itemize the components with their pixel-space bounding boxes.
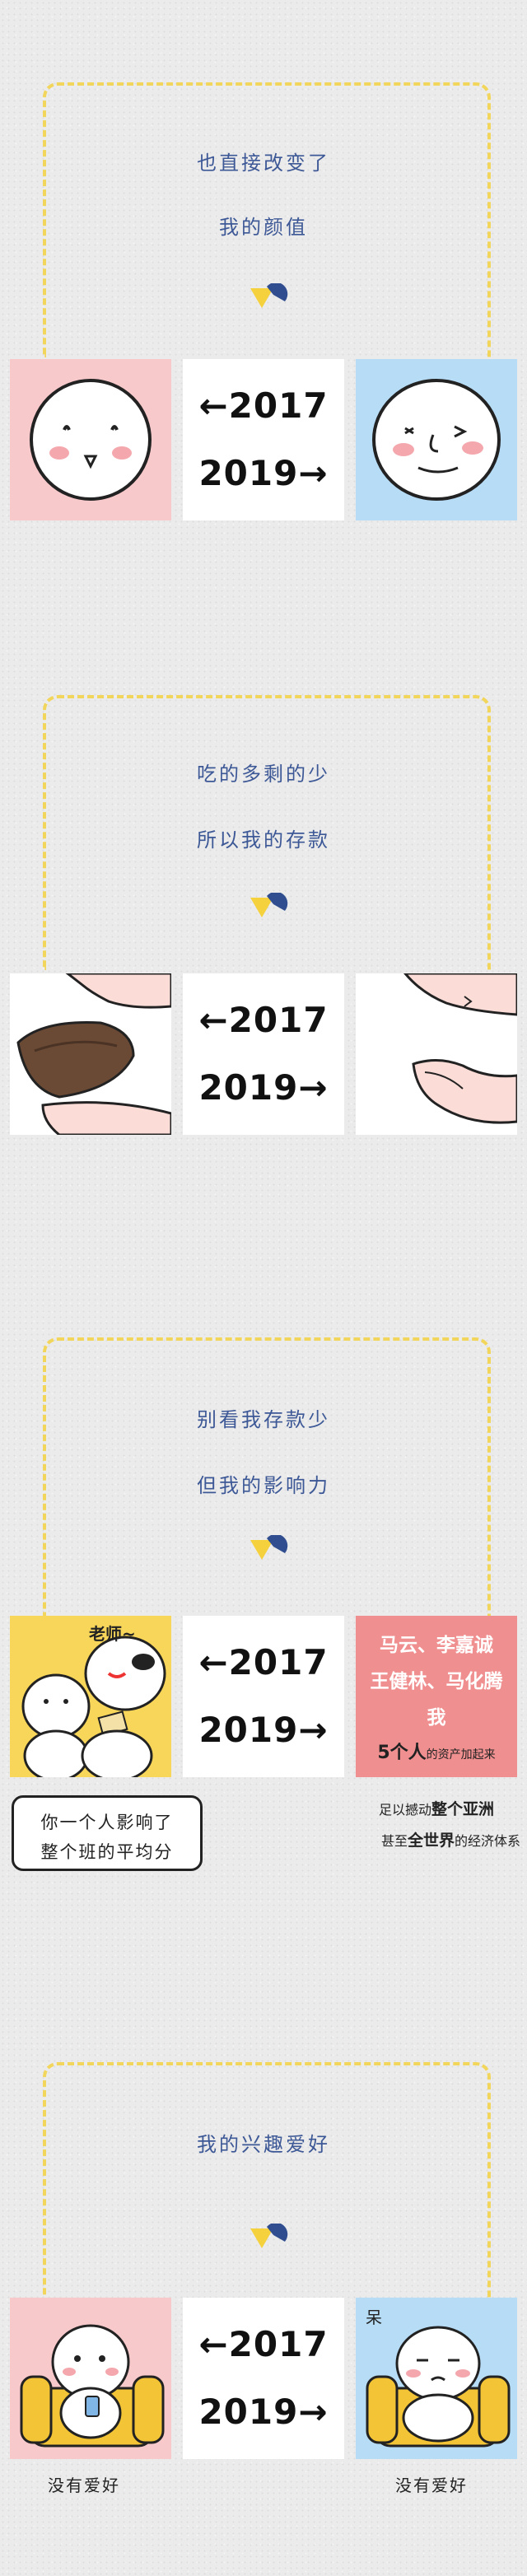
dashed-frame: [43, 2062, 491, 2337]
year-2019: 2019→: [198, 453, 329, 493]
year-panel: ←2017 2019→: [183, 359, 344, 520]
wallet-hand-icon: [16, 973, 171, 1135]
wallet-2017-panel: [10, 973, 171, 1135]
note-2-pre: 甚至: [380, 1833, 408, 1849]
note-1-pre: 足以撼动: [378, 1802, 431, 1818]
assets-line: 5个人的资产加起来: [356, 1738, 517, 1764]
teacher-comic-icon: [21, 1636, 166, 1777]
caption-line-2: 我的颜值: [219, 216, 308, 239]
assets-bold: 5个人: [377, 1743, 427, 1763]
dashed-frame: [43, 82, 491, 357]
bubble-line-1: 你一个人影响了: [40, 1813, 174, 1832]
smug-face-icon: [372, 379, 501, 501]
year-2019: 2019→: [198, 1067, 329, 1108]
section-hobbies: 我的兴趣爱好 ←2017 2019→: [0, 1976, 527, 2576]
caption-line-1: 别看我存款少: [197, 1408, 330, 1431]
year-panel: ←2017 2019→: [183, 2298, 344, 2459]
section-appearance: 也直接改变了 我的颜值 ←2017 2019→: [0, 0, 527, 527]
speech-bubble: 你一个人影响了 整个班的平均分: [12, 1795, 203, 1871]
names-line-1: 马云、李嘉诚: [380, 1635, 493, 1656]
face-2017-panel: [10, 359, 171, 520]
dashed-frame: [43, 1337, 491, 1621]
caption-right: 没有爱好: [395, 2476, 468, 2495]
teacher-comic-panel: 老师~: [10, 1616, 171, 1777]
sofa-character-icon: [20, 2324, 165, 2448]
caption-left: 没有爱好: [48, 2476, 120, 2495]
empty-hand-panel: [356, 973, 517, 1135]
names-line-2: 王健林、马化腾: [370, 1671, 503, 1692]
assets-rest: 的资产加起来: [426, 1748, 496, 1762]
bubble-line-2: 整个班的平均分: [40, 1842, 174, 1862]
caption-line-1: 也直接改变了: [197, 152, 330, 175]
note-1-bold: 整个亚洲: [431, 1800, 495, 1818]
caption-line-1: 吃的多剩的少: [197, 763, 330, 786]
section-savings: 吃的多剩的少 所以我的存款 ←2017 2019→: [0, 609, 527, 1153]
economy-note-2: 甚至全世界的经济体系: [323, 1828, 520, 1850]
names-line-3: 我: [427, 1707, 446, 1729]
section-influence: 别看我存款少 但我的影响力 老师~ 你一个人影响了 整个班的平均分 ←2017 …: [0, 1252, 527, 1927]
down-arrow-icon: [250, 1535, 288, 1560]
down-arrow-icon: [250, 893, 288, 917]
year-panel: ←2017 2019→: [183, 1616, 344, 1777]
year-2017: ←2017: [198, 2324, 329, 2364]
economy-note-1: 足以撼动整个亚洲: [356, 1797, 517, 1819]
year-2017: ←2017: [198, 385, 329, 426]
caption-line-2: 但我的影响力: [197, 1474, 330, 1497]
down-arrow-icon: [250, 283, 288, 308]
round-face-icon: [30, 379, 152, 501]
empty-hand-icon: [403, 973, 517, 1124]
rich-list-panel: 马云、李嘉诚 王健林、马化腾 我 5个人的资产加起来: [356, 1616, 517, 1777]
down-arrow-icon: [250, 2224, 288, 2248]
sofa-2019-panel: 呆: [356, 2298, 517, 2459]
dazed-label: 呆: [366, 2308, 382, 2327]
dashed-frame: [43, 695, 491, 970]
year-2019: 2019→: [198, 1710, 329, 1750]
sofa-2017-panel: [10, 2298, 171, 2459]
caption-line-2: 所以我的存款: [197, 828, 330, 852]
year-2019: 2019→: [198, 2392, 329, 2432]
note-2-post: 的经济体系: [454, 1833, 520, 1849]
year-2017: ←2017: [198, 1642, 329, 1682]
year-panel: ←2017 2019→: [183, 973, 344, 1135]
note-2-bold: 全世界: [407, 1832, 455, 1850]
teacher-label: 老师~: [89, 1624, 136, 1644]
face-2019-panel: [356, 359, 517, 520]
sofa-character-dazed-icon: [366, 2326, 511, 2448]
caption-line-1: 我的兴趣爱好: [197, 2133, 330, 2156]
year-2017: ←2017: [198, 1000, 329, 1040]
